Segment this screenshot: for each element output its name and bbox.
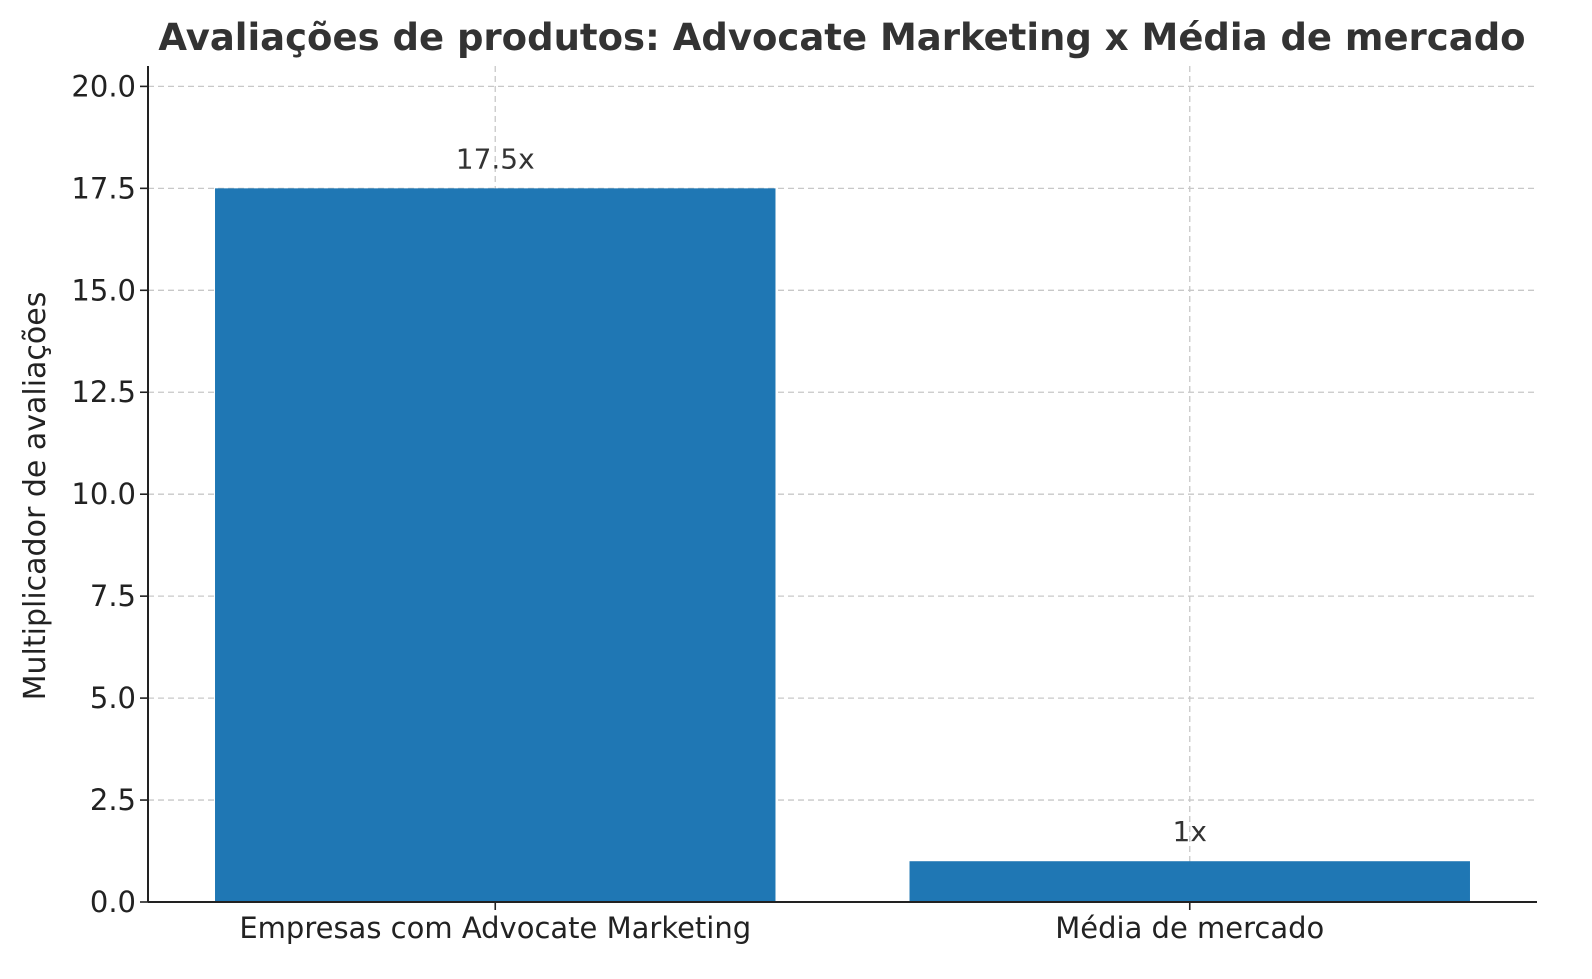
bar-data-label: 17.5x: [456, 142, 535, 175]
bar-data-label: 1x: [1173, 815, 1207, 848]
chart-title: Avaliações de produtos: Advocate Marketi…: [158, 16, 1525, 59]
y-tick-label: 5.0: [90, 681, 136, 715]
y-tick-label: 20.0: [71, 69, 136, 103]
x-tick-label: Empresas com Advocate Marketing: [239, 911, 751, 945]
y-tick-label: 2.5: [90, 783, 136, 817]
y-tick-label: 12.5: [71, 375, 136, 409]
bars: [215, 188, 1470, 903]
bar: [909, 861, 1470, 902]
data-labels: 17.5x 1x: [456, 142, 1207, 848]
y-tick-label: 7.5: [90, 579, 136, 613]
bar: [215, 188, 776, 903]
y-tick-label: 15.0: [71, 273, 136, 307]
tick-labels: 0.0 2.5 5.0 7.5 10.0 12.5 15.0 17.5 20.0 Empresas…: [71, 69, 1324, 945]
y-axis-label: Multiplicador de avaliações: [18, 292, 53, 701]
x-tick-label: Média de mercado: [1055, 911, 1324, 945]
y-tick-label: 10.0: [71, 477, 136, 511]
axes: [147, 66, 1537, 903]
y-tick-label: 0.0: [90, 885, 136, 919]
y-tick-label: 17.5: [71, 171, 136, 205]
